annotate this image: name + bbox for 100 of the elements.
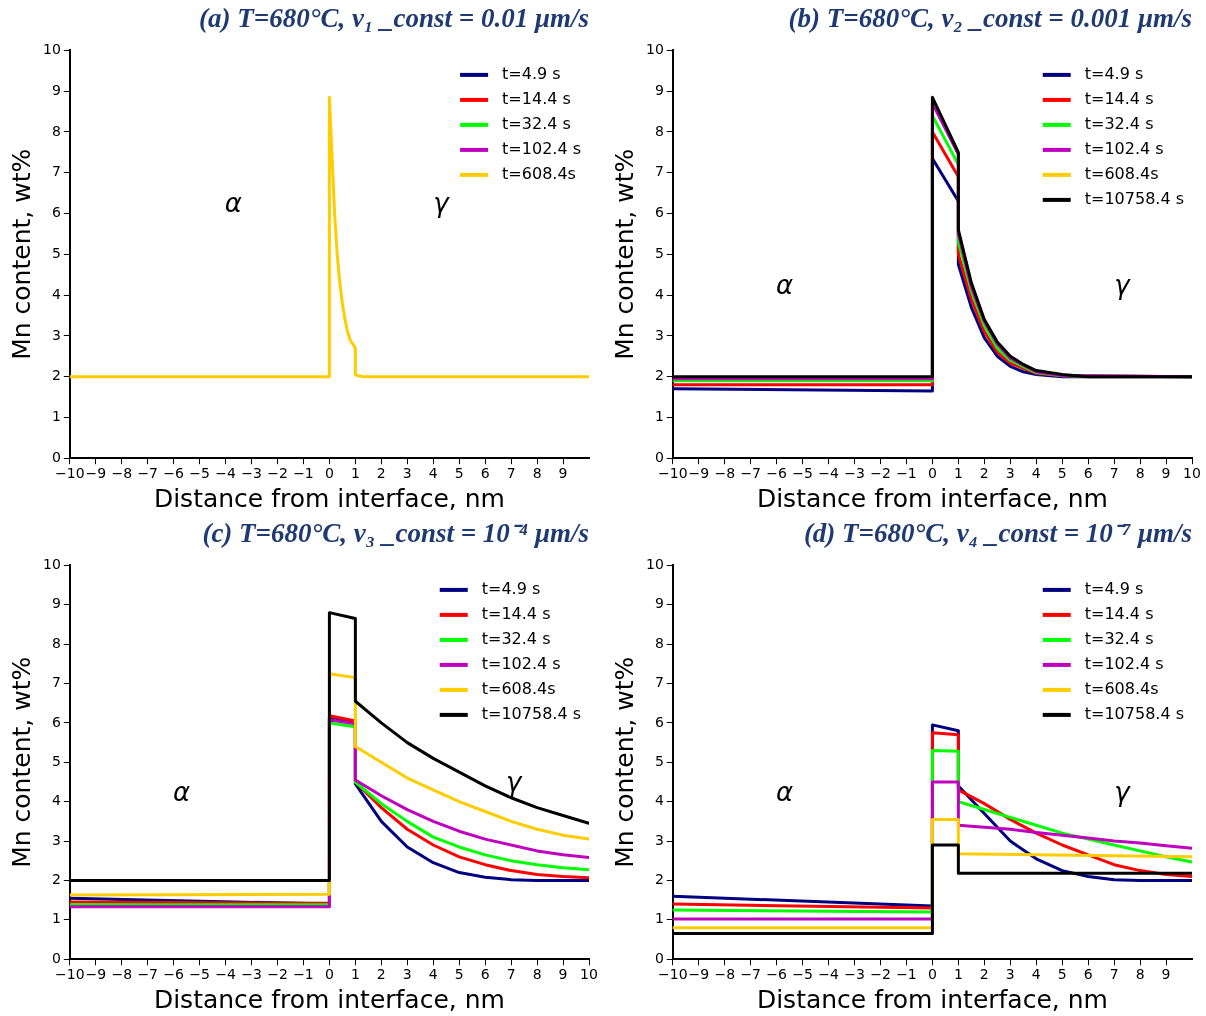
y-axis-title: Mn content, wt%: [6, 148, 36, 360]
annotation: γ: [433, 188, 451, 219]
annotation: γ: [1114, 776, 1132, 807]
x-tick-label: 1: [350, 966, 360, 983]
y-axis-title: Mn content, wt%: [6, 656, 36, 868]
legend-label: t=14.4 s: [502, 89, 571, 109]
annotation: α: [172, 776, 191, 807]
x-tick-label: −4: [818, 966, 839, 983]
y-tick-label: 4: [51, 285, 61, 302]
legend-label: t=32.4 s: [1084, 629, 1154, 649]
x-tick-label: 0: [927, 465, 937, 482]
x-tick-label: −8: [714, 465, 736, 482]
legend-label: t=32.4 s: [1084, 114, 1154, 134]
annotation: α: [775, 269, 794, 300]
y-tick-label: 1: [654, 910, 664, 927]
x-tick-label: 1: [350, 465, 360, 482]
x-tick-label: −1: [293, 465, 314, 482]
legend-label: t=10758.4 s: [1084, 189, 1184, 209]
legend-label: t=608.4s: [502, 164, 576, 184]
x-tick-label: 5: [1057, 966, 1067, 983]
x-tick-label: 0: [324, 966, 334, 983]
x-tick-label: 5: [454, 465, 464, 482]
y-tick-label: 0: [654, 448, 664, 465]
y-tick-label: 3: [654, 326, 664, 343]
chart-title: (c) T=680°C, v₃ _const = 10⁻⁴ μm/s: [202, 518, 589, 549]
y-tick-label: 10: [42, 41, 61, 58]
x-tick-label: 9: [1161, 465, 1171, 482]
x-tick-label: 8: [532, 465, 542, 482]
x-tick-label: −2: [870, 966, 891, 983]
y-tick-label: 7: [654, 674, 664, 691]
x-tick-label: 4: [1031, 465, 1041, 482]
legend-label: t=608.4s: [481, 679, 556, 699]
x-tick-label: −9: [688, 465, 710, 482]
x-tick-label: −1: [896, 966, 917, 983]
y-tick-label: 8: [51, 122, 61, 139]
x-tick-label: 9: [558, 966, 568, 983]
x-tick-label: −6: [163, 966, 185, 983]
x-tick-label: −3: [241, 966, 262, 983]
x-tick-label: 1: [953, 966, 963, 983]
legend-label: t=4.9 s: [481, 579, 541, 599]
y-tick-label: 9: [654, 81, 664, 98]
x-tick-label: −2: [267, 966, 288, 983]
legend-label: t=32.4 s: [481, 629, 551, 649]
y-tick-label: 2: [51, 367, 61, 384]
x-tick-label: −3: [241, 465, 262, 482]
x-tick-label: −1: [896, 465, 917, 482]
y-tick-label: 5: [654, 752, 664, 769]
x-tick-label: −8: [111, 465, 133, 482]
x-tick-label: 10: [1183, 465, 1201, 482]
x-tick-label: 7: [1109, 465, 1119, 482]
x-tick-label: −10: [55, 966, 85, 983]
y-tick-label: 3: [51, 326, 61, 343]
y-tick-label: 9: [654, 595, 664, 612]
x-tick-label: −2: [267, 465, 288, 482]
x-tick-label: 7: [506, 966, 516, 983]
x-tick-label: −9: [85, 966, 107, 983]
legend-label: t=32.4 s: [502, 114, 571, 134]
x-tick-label: −3: [844, 465, 865, 482]
x-tick-label: 6: [480, 465, 490, 482]
x-tick-label: −9: [688, 966, 710, 983]
y-tick-label: 5: [654, 244, 664, 261]
x-tick-label: −10: [658, 465, 688, 482]
x-tick-label: 2: [979, 465, 989, 482]
x-tick-label: −10: [658, 966, 688, 983]
x-axis-title: Distance from interface, nm: [756, 984, 1108, 1014]
x-tick-label: 2: [376, 966, 386, 983]
y-tick-label: 5: [51, 244, 61, 261]
x-tick-label: −1: [293, 966, 314, 983]
legend-label: t=4.9 s: [502, 64, 561, 84]
x-tick-label: 6: [1083, 966, 1093, 983]
y-tick-label: 3: [654, 831, 664, 848]
y-tick-label: 0: [51, 949, 61, 966]
x-tick-label: 4: [428, 465, 438, 482]
x-tick-label: 10: [580, 966, 598, 983]
y-tick-label: 4: [654, 792, 664, 809]
y-tick-label: 10: [645, 556, 664, 573]
y-tick-label: 2: [654, 871, 664, 888]
legend-label: t=102.4 s: [502, 139, 581, 159]
y-tick-label: 4: [51, 792, 61, 809]
y-tick-label: 2: [654, 367, 664, 384]
y-tick-label: 0: [51, 448, 61, 465]
x-tick-label: −2: [870, 465, 891, 482]
x-tick-label: −6: [163, 465, 185, 482]
x-tick-label: −6: [766, 465, 788, 482]
x-tick-label: 7: [1109, 966, 1119, 983]
x-tick-label: 4: [428, 966, 438, 983]
x-tick-label: −4: [818, 465, 839, 482]
annotation: γ: [1114, 269, 1132, 300]
x-tick-label: −5: [189, 966, 210, 983]
y-tick-label: 7: [51, 163, 61, 180]
y-axis-title: Mn content, wt%: [609, 148, 639, 360]
legend-label: t=4.9 s: [1084, 64, 1144, 84]
y-tick-label: 8: [51, 634, 61, 651]
y-tick-label: 10: [645, 41, 664, 58]
x-tick-label: −7: [137, 465, 159, 482]
x-tick-label: 3: [1005, 966, 1015, 983]
x-tick-label: 3: [402, 966, 412, 983]
y-tick-label: 6: [654, 204, 664, 221]
x-tick-label: −6: [766, 966, 788, 983]
x-tick-label: −5: [189, 465, 210, 482]
